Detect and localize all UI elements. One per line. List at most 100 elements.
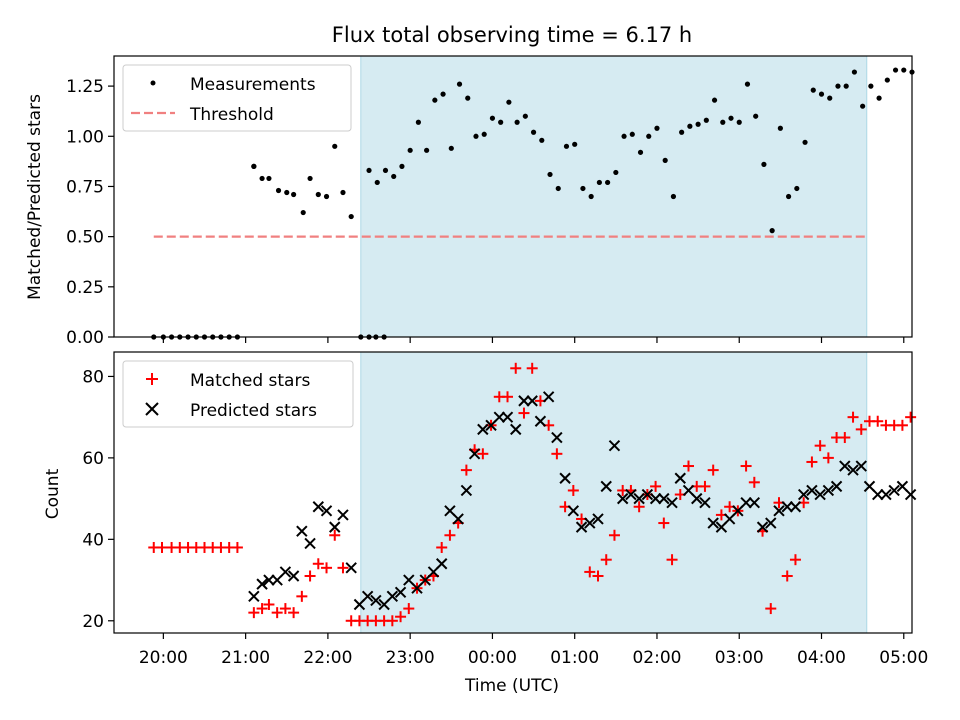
predicted-star-stroke-b	[740, 496, 752, 509]
bottom-axes-frame	[113, 351, 913, 634]
matched-star-point	[822, 452, 834, 464]
observing-window-shade-bottom	[360, 351, 868, 634]
predicted-star-stroke-b	[748, 496, 761, 509]
measurement-point	[695, 121, 701, 127]
matched-star-point	[633, 501, 645, 513]
matched-star-point	[296, 590, 308, 602]
measurement-point	[711, 97, 718, 103]
predicted-star-stroke-b	[493, 411, 505, 423]
predicted-star-stroke-b	[616, 492, 629, 505]
predicted-star-stroke-b	[551, 431, 563, 444]
measurement-point	[687, 123, 693, 129]
top-y-tick-label: 0.00	[66, 328, 104, 348]
legend-label-threshold: Threshold	[189, 105, 274, 125]
predicted-star-stroke-b	[287, 570, 300, 582]
measurement-point	[323, 193, 330, 200]
predicted-star-point	[781, 501, 793, 513]
predicted-star-stroke-b	[542, 391, 555, 403]
measurement-point	[605, 179, 611, 186]
predicted-star-stroke-b	[814, 488, 826, 501]
measurement-point	[851, 69, 858, 75]
matched-star-point	[781, 570, 793, 582]
predicted-star-point	[872, 488, 884, 501]
measurement-point	[481, 131, 487, 137]
measurement-point	[259, 175, 265, 182]
predicted-star-stroke-b	[345, 562, 357, 574]
predicted-star-stroke-b	[896, 480, 909, 493]
top-legend: Measurements Threshold	[122, 64, 352, 132]
predicted-star-point	[304, 537, 316, 550]
predicted-star-stroke-b	[248, 590, 260, 603]
bottom-y-axis-label: Count	[43, 468, 63, 519]
measurement-point	[670, 193, 677, 200]
predicted-star-point	[740, 496, 752, 509]
matched-star-point	[526, 362, 538, 374]
matched-star-point	[608, 529, 620, 541]
measurement-point	[868, 83, 874, 89]
predicted-star-point	[814, 488, 826, 501]
measurement-point	[473, 133, 479, 139]
predicted-star-point	[345, 562, 357, 574]
legend-label-matched-stars: Matched stars	[190, 371, 310, 391]
predicted-star-stroke-b	[592, 513, 604, 525]
matched-star-point	[600, 554, 612, 566]
matched-star-point	[263, 598, 275, 610]
matched-star-point	[658, 517, 670, 529]
predicted-star-point	[452, 513, 464, 525]
matched-star-point	[288, 607, 300, 619]
matched-star-point	[386, 615, 398, 627]
predicted-star-stroke-b	[649, 492, 662, 505]
predicted-star-point	[658, 492, 670, 505]
predicted-star-stroke-b	[888, 484, 900, 497]
measurement-point	[637, 149, 644, 155]
predicted-star-point	[370, 594, 382, 607]
matched-star-point	[248, 607, 260, 619]
predicted-star-stroke-b	[584, 517, 596, 529]
bottom-y-tick-label: 80	[82, 367, 104, 387]
measurement-point	[424, 147, 430, 153]
predicted-star-point	[386, 590, 399, 603]
predicted-star-point	[699, 496, 711, 509]
measurement-point	[498, 119, 504, 125]
measurement-point	[266, 175, 272, 182]
predicted-star-stroke-b	[279, 566, 292, 578]
measurement-point	[300, 209, 306, 216]
predicted-star-point	[460, 484, 473, 497]
top-frame-rect	[113, 55, 913, 338]
predicted-star-point	[263, 574, 275, 586]
predicted-star-point	[625, 488, 637, 501]
x-tick-label: 02:00	[632, 648, 681, 668]
predicted-star-point	[337, 509, 349, 521]
predicted-star-stroke-b	[789, 501, 802, 513]
measurement-point	[876, 95, 882, 101]
predicted-star-stroke-b	[839, 460, 851, 472]
measurement-point	[547, 171, 553, 178]
top-panel: 0.00 0.25 0.50 0.75 1.00 1.25 Matched/Predict…	[25, 55, 915, 348]
measurement-point	[506, 99, 512, 105]
measurement-point	[769, 228, 775, 234]
measurement-point	[679, 129, 685, 135]
predicted-star-stroke-b	[600, 480, 612, 493]
matched-star-point	[789, 554, 801, 566]
matched-star-point	[256, 603, 268, 615]
matched-star-point	[312, 558, 324, 570]
top-y-tick-label: 0.25	[66, 278, 104, 298]
predicted-star-stroke-b	[608, 439, 621, 452]
matched-star-point	[321, 562, 333, 574]
predicted-star-stroke-b	[691, 492, 703, 505]
top-x-ticks	[162, 337, 905, 343]
bottom-points	[148, 362, 917, 627]
predicted-star-stroke-b	[263, 574, 275, 586]
predicted-star-stroke-b	[320, 505, 333, 517]
matched-star-point	[403, 603, 415, 615]
observing-window-shade-top	[360, 55, 868, 338]
matched-star-point	[584, 566, 596, 578]
predicted-star-stroke-b	[830, 480, 843, 493]
predicted-star-stroke-b	[666, 496, 678, 509]
predicted-star-stroke-b	[855, 460, 867, 472]
measurement-point	[465, 95, 471, 101]
measurement-point	[415, 119, 421, 125]
x-axis-label: Time (UTC)	[464, 676, 559, 696]
predicted-star-stroke-b	[403, 574, 415, 586]
